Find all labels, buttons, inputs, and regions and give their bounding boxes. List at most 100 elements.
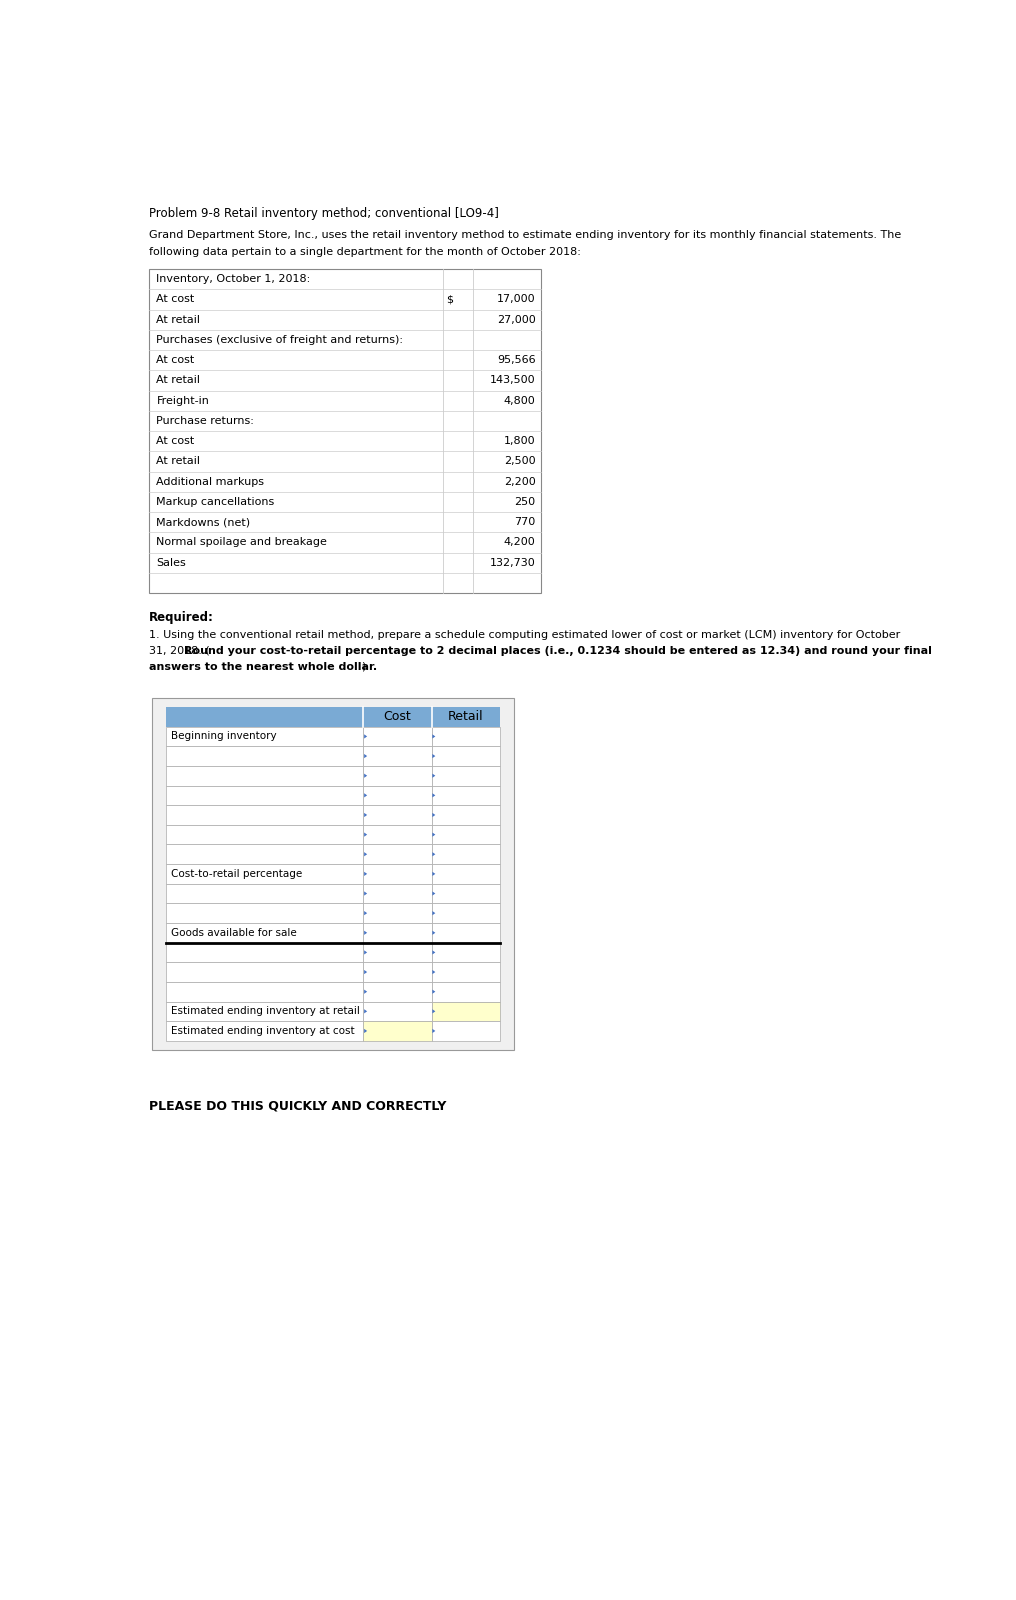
Bar (166, 805, 364, 824)
Polygon shape (433, 813, 435, 818)
Bar (432, 923, 500, 942)
Bar (432, 962, 500, 982)
Text: 770: 770 (514, 517, 535, 526)
Text: ): ) (361, 662, 366, 672)
Text: 4,800: 4,800 (504, 395, 535, 406)
Bar (364, 904, 432, 923)
Bar (364, 923, 432, 942)
Polygon shape (433, 773, 435, 778)
Polygon shape (364, 891, 367, 896)
Text: following data pertain to a single department for the month of October 2018:: following data pertain to a single depar… (148, 246, 580, 258)
Text: Grand Department Store, Inc., uses the retail inventory method to estimate endin: Grand Department Store, Inc., uses the r… (148, 230, 901, 240)
Polygon shape (364, 754, 367, 758)
Text: $: $ (446, 294, 453, 304)
Text: Sales: Sales (156, 558, 186, 568)
Text: 95,566: 95,566 (497, 355, 535, 365)
Text: 1. Using the conventional retail method, prepare a schedule computing estimated : 1. Using the conventional retail method,… (148, 629, 900, 640)
Text: 143,500: 143,500 (490, 376, 535, 386)
Bar (432, 786, 500, 805)
Bar (166, 824, 364, 845)
Bar (166, 962, 364, 982)
Text: PLEASE DO THIS QUICKLY AND CORRECTLY: PLEASE DO THIS QUICKLY AND CORRECTLY (148, 1099, 446, 1112)
Bar (432, 864, 500, 883)
Bar (432, 1021, 500, 1040)
Bar (364, 824, 432, 845)
Bar (166, 883, 364, 904)
Bar (166, 864, 364, 883)
Bar (166, 923, 364, 942)
Bar (166, 904, 364, 923)
Polygon shape (433, 1029, 435, 1034)
Polygon shape (433, 832, 435, 837)
Bar (166, 726, 364, 746)
Text: Markdowns (net): Markdowns (net) (156, 517, 251, 526)
Text: Estimated ending inventory at retail: Estimated ending inventory at retail (171, 1006, 360, 1016)
Text: At cost: At cost (156, 437, 195, 446)
Bar (166, 766, 364, 786)
Text: 250: 250 (514, 498, 535, 507)
Polygon shape (364, 910, 367, 915)
Bar (166, 1002, 364, 1021)
Bar (432, 746, 500, 766)
Bar (364, 883, 432, 904)
Text: Freight-in: Freight-in (156, 395, 209, 406)
Bar (432, 766, 500, 786)
Polygon shape (364, 989, 367, 994)
Bar (364, 786, 432, 805)
Polygon shape (433, 853, 435, 856)
Bar (432, 942, 500, 962)
Text: At cost: At cost (156, 294, 195, 304)
Text: Round your cost-to-retail percentage to 2 decimal places (i.e., 0.1234 should be: Round your cost-to-retail percentage to … (184, 646, 933, 656)
Polygon shape (364, 950, 367, 955)
Polygon shape (364, 1010, 367, 1013)
Text: Required:: Required: (148, 611, 213, 624)
Text: 2,500: 2,500 (504, 456, 535, 466)
Text: 132,730: 132,730 (490, 558, 535, 568)
Polygon shape (433, 754, 435, 758)
Bar (148, 269, 541, 594)
Bar (364, 864, 432, 883)
Text: 31, 2018. (: 31, 2018. ( (148, 646, 209, 656)
Polygon shape (433, 1010, 435, 1013)
Bar (364, 766, 432, 786)
Polygon shape (433, 794, 435, 797)
Bar (364, 1021, 432, 1040)
Polygon shape (433, 931, 435, 934)
Bar (432, 883, 500, 904)
Polygon shape (364, 773, 367, 778)
Polygon shape (433, 872, 435, 875)
Bar (166, 982, 364, 1002)
Bar (166, 1021, 364, 1040)
Bar (432, 805, 500, 824)
Bar (364, 726, 432, 746)
Bar (432, 845, 500, 864)
Text: At cost: At cost (156, 355, 195, 365)
Text: Cost-to-retail percentage: Cost-to-retail percentage (171, 869, 303, 878)
Text: Purchase returns:: Purchase returns: (156, 416, 254, 426)
Text: Retail: Retail (448, 710, 484, 723)
Text: 1,800: 1,800 (504, 437, 535, 446)
Polygon shape (433, 970, 435, 974)
Text: At retail: At retail (156, 315, 200, 325)
Polygon shape (433, 734, 435, 739)
Bar (166, 845, 364, 864)
Polygon shape (364, 853, 367, 856)
Bar (364, 746, 432, 766)
Bar (432, 982, 500, 1002)
Text: 4,200: 4,200 (504, 538, 535, 547)
Polygon shape (364, 794, 367, 797)
Text: 2,200: 2,200 (504, 477, 535, 486)
Polygon shape (364, 734, 367, 739)
Bar (432, 1002, 500, 1021)
Polygon shape (433, 891, 435, 896)
Text: At retail: At retail (156, 456, 200, 466)
Text: Additional markups: Additional markups (156, 477, 264, 486)
Polygon shape (433, 910, 435, 915)
Bar (166, 746, 364, 766)
Text: 27,000: 27,000 (497, 315, 535, 325)
Text: At retail: At retail (156, 376, 200, 386)
Bar (432, 726, 500, 746)
Bar (432, 904, 500, 923)
Text: Cost: Cost (384, 710, 411, 723)
Polygon shape (433, 950, 435, 955)
